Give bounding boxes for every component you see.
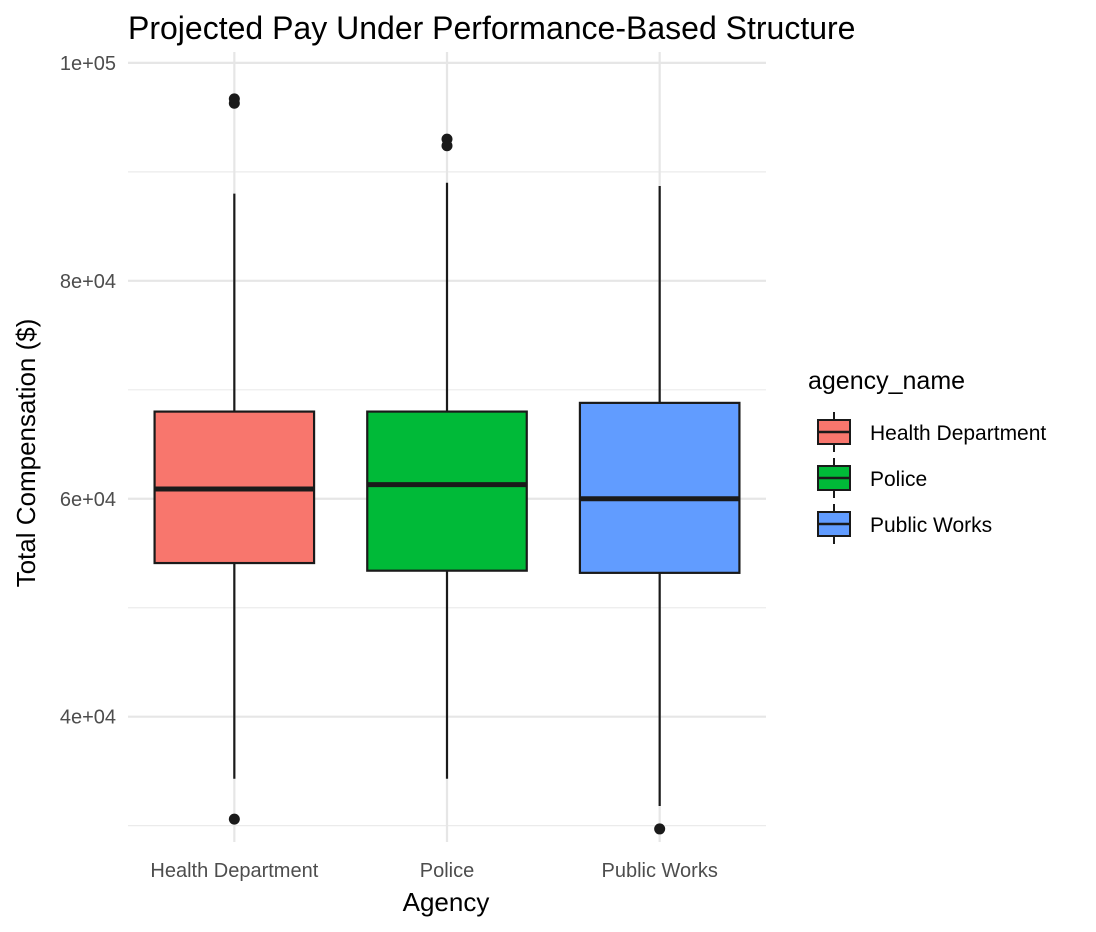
box-group — [366, 133, 528, 779]
x-tick-label: Health Department — [150, 860, 318, 882]
legend-label: Public Works — [870, 514, 992, 537]
boxes-layer — [153, 93, 741, 835]
chart-title: Projected Pay Under Performance-Based St… — [128, 10, 855, 46]
legend-label: Health Department — [870, 422, 1046, 445]
y-axis-ticks: 4e+04 6e+04 8e+04 1e+05 — [60, 53, 116, 729]
outlier-point — [228, 93, 240, 105]
y-axis-title: Total Compensation ($) — [11, 319, 41, 588]
box-group — [153, 93, 316, 825]
x-axis-title: Agency — [403, 887, 490, 917]
box-iqr — [366, 410, 528, 572]
outlier-point — [441, 133, 453, 145]
y-tick-label: 1e+05 — [60, 53, 116, 75]
y-tick-label: 4e+04 — [60, 707, 116, 729]
legend-item: Police — [817, 458, 927, 498]
x-tick-label: Public Works — [602, 860, 718, 882]
legend-item: Health Department — [817, 412, 1046, 452]
legend-item: Public Works — [817, 504, 992, 544]
legend: agency_name Health Department Police Publi… — [808, 367, 1046, 544]
x-axis-ticks: Health Department Police Public Works — [150, 860, 717, 882]
box-iqr — [578, 401, 741, 574]
outlier-point — [654, 823, 666, 835]
box-group — [578, 186, 741, 835]
y-tick-label: 6e+04 — [60, 489, 116, 511]
x-tick-label: Police — [420, 860, 474, 882]
y-tick-label: 8e+04 — [60, 271, 116, 293]
legend-title: agency_name — [808, 367, 965, 395]
legend-label: Police — [870, 468, 927, 491]
outlier-point — [228, 813, 240, 825]
